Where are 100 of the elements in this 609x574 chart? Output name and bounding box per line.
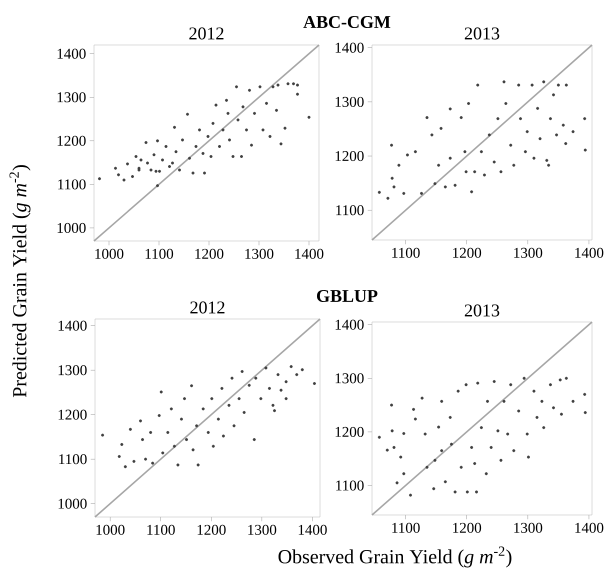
point [378,436,381,439]
point [397,164,400,167]
point [259,397,262,400]
point [118,454,121,458]
point [470,446,474,449]
x-tick-label: 1200 [453,522,482,533]
point [271,404,274,407]
point [192,448,195,452]
point [552,93,555,96]
y-tick-label: 1400 [58,320,87,331]
point [490,446,493,449]
point [414,418,417,421]
point [440,449,444,452]
point [276,373,280,376]
point [480,150,483,154]
point [254,376,258,380]
point [519,117,522,120]
point [392,446,396,449]
point [160,390,163,394]
point [440,400,444,403]
point [161,451,164,454]
point [378,190,381,194]
point [538,137,542,140]
point [448,416,452,419]
point [473,170,476,174]
point [499,170,502,174]
point [499,458,502,462]
point [526,456,530,459]
point [166,430,170,434]
point [532,156,536,160]
point [475,490,478,494]
point [564,84,568,87]
point [290,365,293,368]
point [530,84,534,87]
x-axis-title: Observed Grain Yield (g m$^{-2}$) [278,546,512,568]
y-tick-label: 1400 [336,320,364,330]
point [524,150,527,154]
point [264,366,268,370]
point [420,192,424,195]
point [548,383,552,386]
point [399,456,402,459]
point [216,418,220,421]
point [476,382,480,385]
point [444,185,447,188]
point [547,164,550,167]
point [182,397,186,400]
x-tick-label: 1300 [514,522,542,533]
point [437,426,440,429]
point [402,472,406,476]
point [220,386,224,390]
x-tick-label: 1400 [295,248,324,259]
point [564,376,568,380]
point [540,400,544,403]
point [560,412,563,416]
point [526,432,529,436]
point [227,404,230,407]
point [476,84,480,87]
x-tick-label: 1200 [195,248,224,259]
point [248,384,251,387]
y-tick-label: 1000 [58,498,87,509]
y-tick-label: 1200 [336,426,364,437]
point [506,432,510,436]
point [268,386,271,390]
point [482,173,486,176]
point [240,370,244,373]
point [132,460,136,463]
y-tick-label: 1200 [58,410,87,420]
point [280,388,283,392]
x-tick-label: 1200 [453,248,482,258]
point [242,410,246,414]
point [238,397,241,400]
y-tick-label: 1300 [336,96,364,107]
point [295,373,298,376]
y-tick-label: 1300 [336,373,364,384]
point [390,404,394,407]
x-tick-label: 1300 [514,248,542,258]
point [432,487,436,490]
point [463,150,466,154]
point [466,490,469,494]
x-tick-label: 1100 [146,248,174,259]
point [430,133,434,136]
point [390,429,394,432]
point [433,182,436,186]
point [414,150,417,154]
point [284,380,288,384]
point [454,184,457,187]
point [545,158,548,162]
x-tick-label: 1400 [298,524,327,535]
x-tick-label: 1300 [248,524,276,535]
point [454,490,457,494]
x-tick-label: 1400 [575,248,604,258]
point [517,84,520,87]
y-tick-label: 1100 [336,480,364,491]
point [502,400,506,403]
x-tick-label: 1200 [198,524,226,535]
point [272,409,276,412]
chart-title: 2012 [189,27,224,40]
point [426,466,429,469]
point [101,434,104,437]
point [222,434,225,438]
